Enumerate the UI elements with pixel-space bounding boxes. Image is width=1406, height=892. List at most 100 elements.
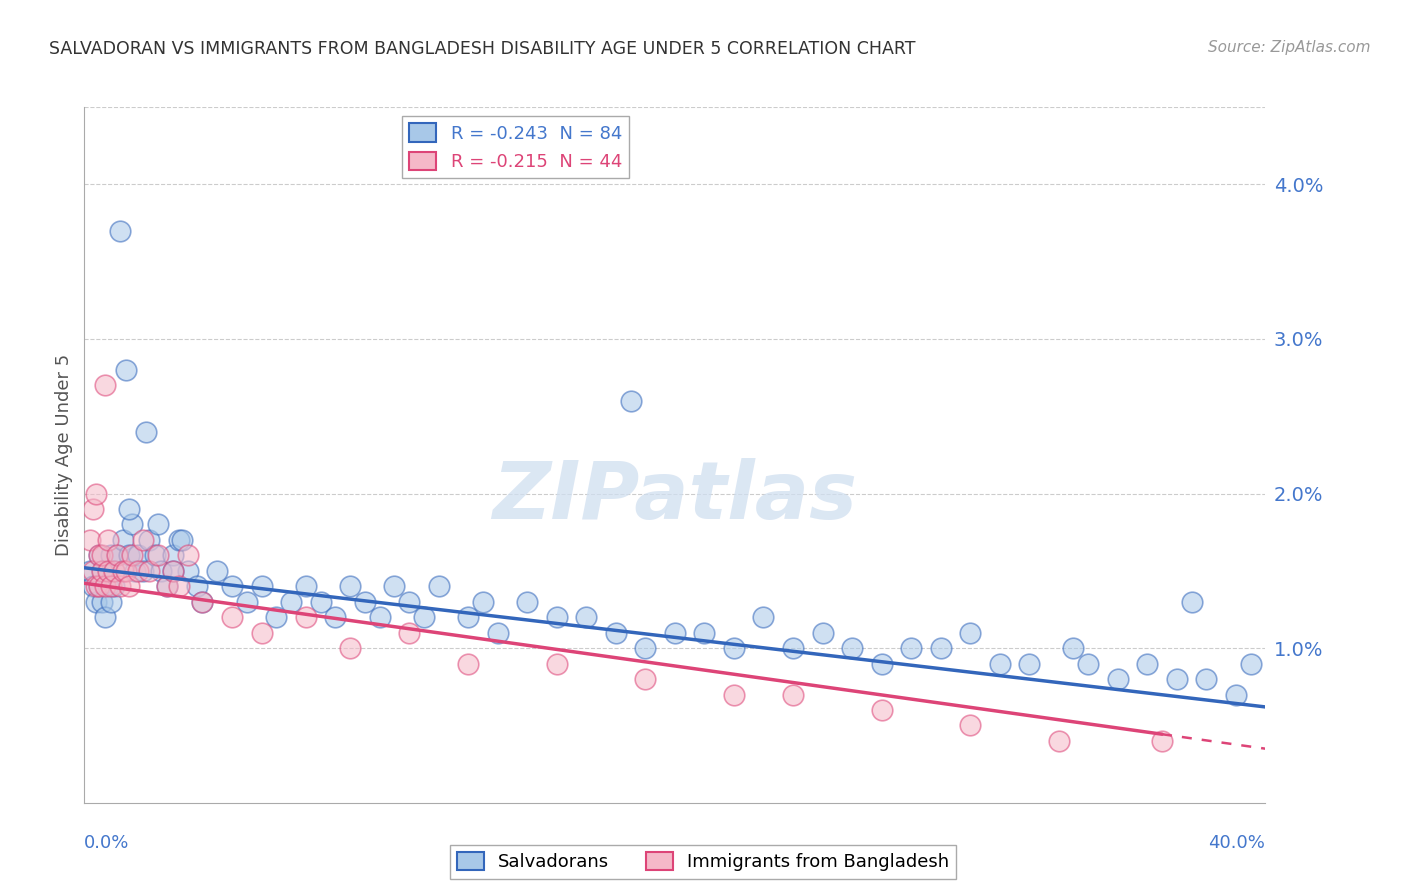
Point: [97, 533, 120, 547]
Point: [221, 579, 243, 593]
Point: [89, 579, 111, 593]
Point: [97, 564, 120, 578]
Point: [132, 564, 155, 578]
Point: [472, 595, 495, 609]
Point: [79, 564, 101, 578]
Point: [103, 579, 125, 593]
Point: [103, 564, 125, 578]
Point: [1047, 734, 1070, 748]
Point: [124, 564, 146, 578]
Point: [84, 579, 107, 593]
Point: [811, 625, 834, 640]
Point: [111, 564, 134, 578]
Point: [89, 549, 111, 563]
Point: [575, 610, 598, 624]
Point: [870, 657, 893, 671]
Point: [156, 579, 179, 593]
Point: [264, 610, 288, 624]
Point: [546, 657, 568, 671]
Point: [94, 579, 117, 593]
Text: ZIPatlas: ZIPatlas: [492, 458, 858, 536]
Point: [339, 641, 361, 656]
Point: [870, 703, 893, 717]
Point: [91, 595, 114, 609]
Point: [132, 533, 155, 547]
Point: [105, 549, 128, 563]
Point: [1240, 657, 1263, 671]
Point: [929, 641, 952, 656]
Point: [427, 579, 450, 593]
Point: [94, 610, 117, 624]
Point: [150, 564, 173, 578]
Point: [486, 625, 509, 640]
Y-axis label: Disability Age Under 5: Disability Age Under 5: [55, 354, 73, 556]
Point: [221, 610, 243, 624]
Point: [605, 625, 627, 640]
Point: [323, 610, 347, 624]
Text: SALVADORAN VS IMMIGRANTS FROM BANGLADESH DISABILITY AGE UNDER 5 CORRELATION CHAR: SALVADORAN VS IMMIGRANTS FROM BANGLADESH…: [49, 40, 915, 58]
Point: [959, 718, 981, 732]
Point: [84, 595, 107, 609]
Point: [398, 625, 420, 640]
Point: [148, 517, 170, 532]
Legend: R = -0.243  N = 84, R = -0.215  N = 44: R = -0.243 N = 84, R = -0.215 N = 44: [402, 116, 628, 178]
Point: [177, 549, 200, 563]
Legend: Salvadorans, Immigrants from Bangladesh: Salvadorans, Immigrants from Bangladesh: [450, 845, 956, 879]
Point: [121, 549, 143, 563]
Point: [1181, 595, 1204, 609]
Point: [236, 595, 259, 609]
Point: [413, 610, 436, 624]
Point: [546, 610, 568, 624]
Point: [108, 224, 131, 238]
Point: [368, 610, 391, 624]
Point: [1136, 657, 1159, 671]
Point: [1152, 734, 1174, 748]
Point: [250, 579, 273, 593]
Point: [398, 595, 420, 609]
Point: [1195, 672, 1218, 686]
Point: [138, 564, 160, 578]
Point: [82, 502, 104, 516]
Point: [295, 579, 318, 593]
Point: [118, 502, 141, 516]
Point: [97, 564, 120, 578]
Point: [339, 579, 361, 593]
Point: [1018, 657, 1040, 671]
Point: [1077, 657, 1099, 671]
Point: [143, 549, 166, 563]
Point: [100, 579, 122, 593]
Point: [186, 579, 208, 593]
Point: [127, 549, 149, 563]
Point: [959, 625, 981, 640]
Point: [162, 564, 184, 578]
Point: [723, 688, 745, 702]
Point: [782, 688, 804, 702]
Point: [118, 549, 141, 563]
Point: [782, 641, 804, 656]
Point: [79, 533, 101, 547]
Point: [177, 564, 200, 578]
Point: [382, 579, 406, 593]
Point: [280, 595, 302, 609]
Point: [457, 657, 479, 671]
Point: [162, 564, 184, 578]
Point: [516, 595, 538, 609]
Point: [89, 579, 111, 593]
Point: [167, 579, 190, 593]
Point: [89, 549, 111, 563]
Point: [111, 533, 134, 547]
Point: [105, 549, 128, 563]
Point: [118, 579, 141, 593]
Point: [103, 564, 125, 578]
Point: [900, 641, 922, 656]
Point: [1063, 641, 1085, 656]
Point: [170, 533, 193, 547]
Point: [250, 625, 273, 640]
Point: [97, 579, 120, 593]
Point: [100, 595, 122, 609]
Point: [693, 625, 716, 640]
Point: [91, 564, 114, 578]
Point: [100, 549, 122, 563]
Point: [1166, 672, 1188, 686]
Point: [191, 595, 214, 609]
